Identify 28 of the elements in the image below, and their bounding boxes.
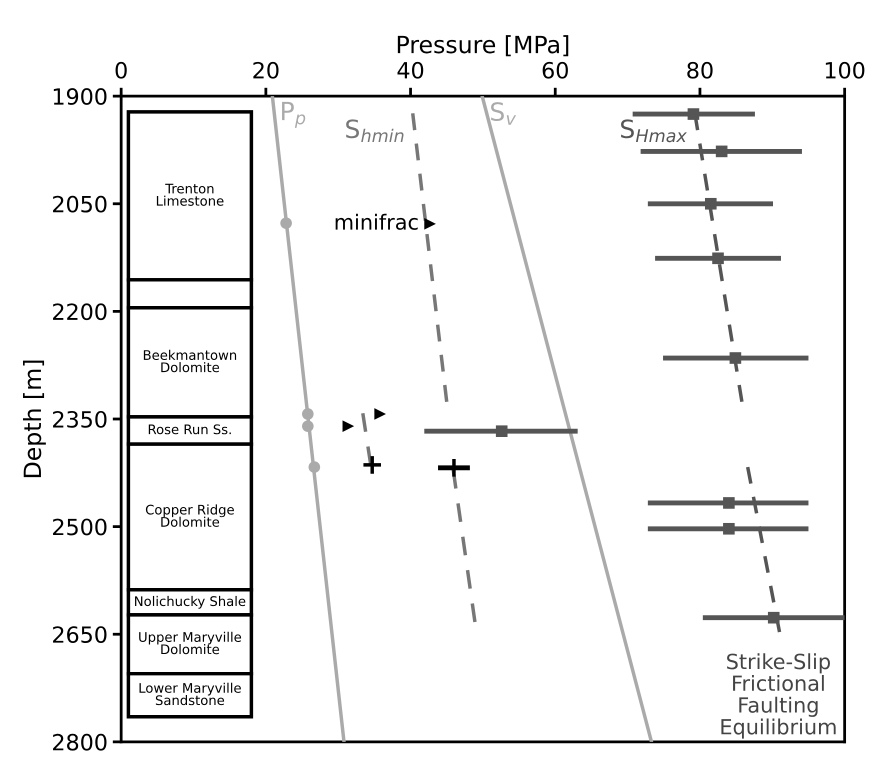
annotation: minifrac — [336, 214, 418, 230]
series-label: P$_{p}$ — [282, 102, 306, 128]
series-label: S$_{Hmax}$ — [621, 119, 687, 142]
x-tick-label: 60 — [542, 62, 568, 79]
x-tick-label: 100 — [826, 62, 864, 79]
y-tick-label: 2500 — [53, 518, 106, 536]
y-tick-label: 2350 — [53, 410, 106, 428]
x-tick-label: 20 — [253, 62, 279, 79]
band-label: Nolichucky Shale — [135, 596, 246, 609]
series-label: S$_{hmin}$ — [346, 119, 404, 142]
band-label: Trenton Limestone — [156, 184, 224, 206]
band-label: Lower Maryville Sandstone — [140, 682, 241, 706]
y-axis-title: Depth [m] — [23, 360, 46, 478]
series-label: S$_{v}$ — [491, 102, 516, 125]
y-tick-label: 2200 — [53, 303, 106, 320]
y-tick-label: 1900 — [54, 88, 106, 105]
y-tick-label: 2800 — [53, 734, 106, 751]
x-tick-label: 80 — [687, 62, 713, 79]
band-label: Beekmantown Dolomite — [144, 350, 236, 372]
annotation: Strike-Slip Frictional Faulting Equilibrium — [721, 653, 836, 739]
band-label: Copper Ridge Dolomite — [146, 504, 234, 527]
band-label: Upper Maryville Dolomite — [139, 632, 242, 654]
band-label: Rose Run Ss. — [148, 424, 231, 434]
y-tick-label: 2050 — [53, 196, 106, 213]
x-tick-label: 0 — [116, 62, 127, 79]
y-tick-label: 2650 — [53, 626, 106, 643]
x-tick-label: 40 — [398, 62, 424, 79]
x-axis-title: Pressure [MPa] — [398, 35, 568, 56]
